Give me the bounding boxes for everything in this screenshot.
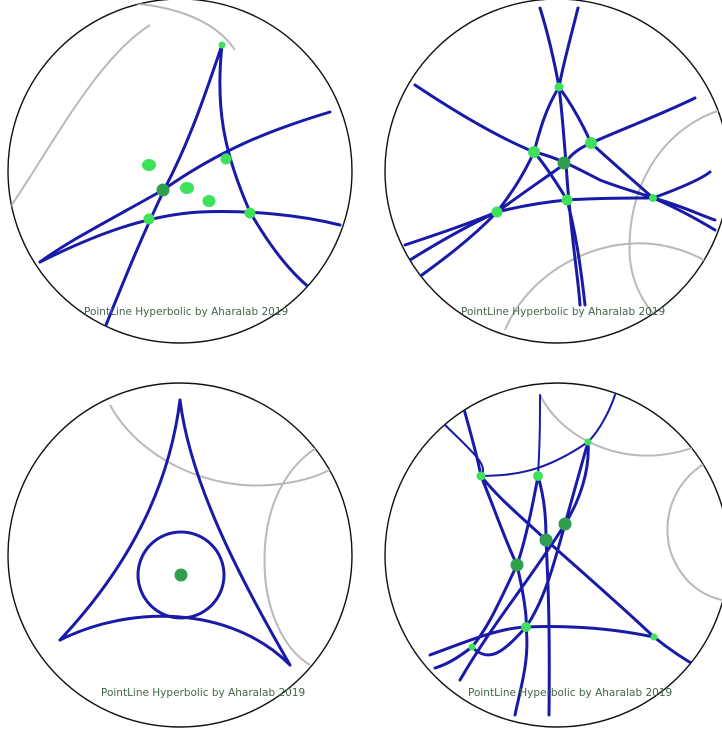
- vertex-point: [555, 83, 564, 92]
- free-point: [203, 195, 216, 207]
- free-point: [180, 182, 194, 194]
- panel-caption: PointLine Hyperbolic by Aharalab 2019: [461, 306, 665, 318]
- vertex-point: [219, 42, 226, 49]
- center-point: [511, 559, 524, 572]
- intersection-point: [221, 154, 232, 165]
- panel-caption: PointLine Hyperbolic by Aharalab 2019: [101, 687, 305, 699]
- center-point: [157, 184, 170, 197]
- center-point: [175, 569, 188, 582]
- panel-bottom-right: PointLine Hyperbolic by Aharalab 2019: [385, 383, 722, 727]
- vertex-point: [469, 644, 476, 651]
- panel-top-left: PointLine Hyperbolic by Aharalab 2019: [5, 0, 352, 343]
- intersection-point: [562, 195, 573, 206]
- intersection-point: [585, 137, 597, 149]
- poincare-disk: [8, 0, 352, 343]
- intersection-point: [528, 146, 540, 158]
- panel-caption: PointLine Hyperbolic by Aharalab 2019: [468, 687, 672, 699]
- panel-caption: PointLine Hyperbolic by Aharalab 2019: [84, 306, 288, 318]
- free-point: [142, 159, 156, 171]
- vertex-point: [649, 194, 657, 202]
- intersection-point: [521, 622, 531, 632]
- intersection-point: [533, 471, 543, 481]
- vertex-point: [477, 472, 486, 481]
- intersection-point: [245, 208, 256, 219]
- center-point: [559, 518, 572, 531]
- vertex-point: [651, 634, 658, 641]
- panel-top-right: PointLine Hyperbolic by Aharalab 2019: [385, 0, 722, 345]
- poincare-disk: [8, 383, 352, 727]
- center-point: [558, 157, 571, 170]
- center-point: [540, 534, 553, 547]
- intersection-point: [144, 214, 155, 225]
- panel-bottom-left: PointLine Hyperbolic by Aharalab 2019: [8, 383, 352, 727]
- vertex-point: [585, 439, 592, 446]
- intersection-point: [492, 207, 503, 218]
